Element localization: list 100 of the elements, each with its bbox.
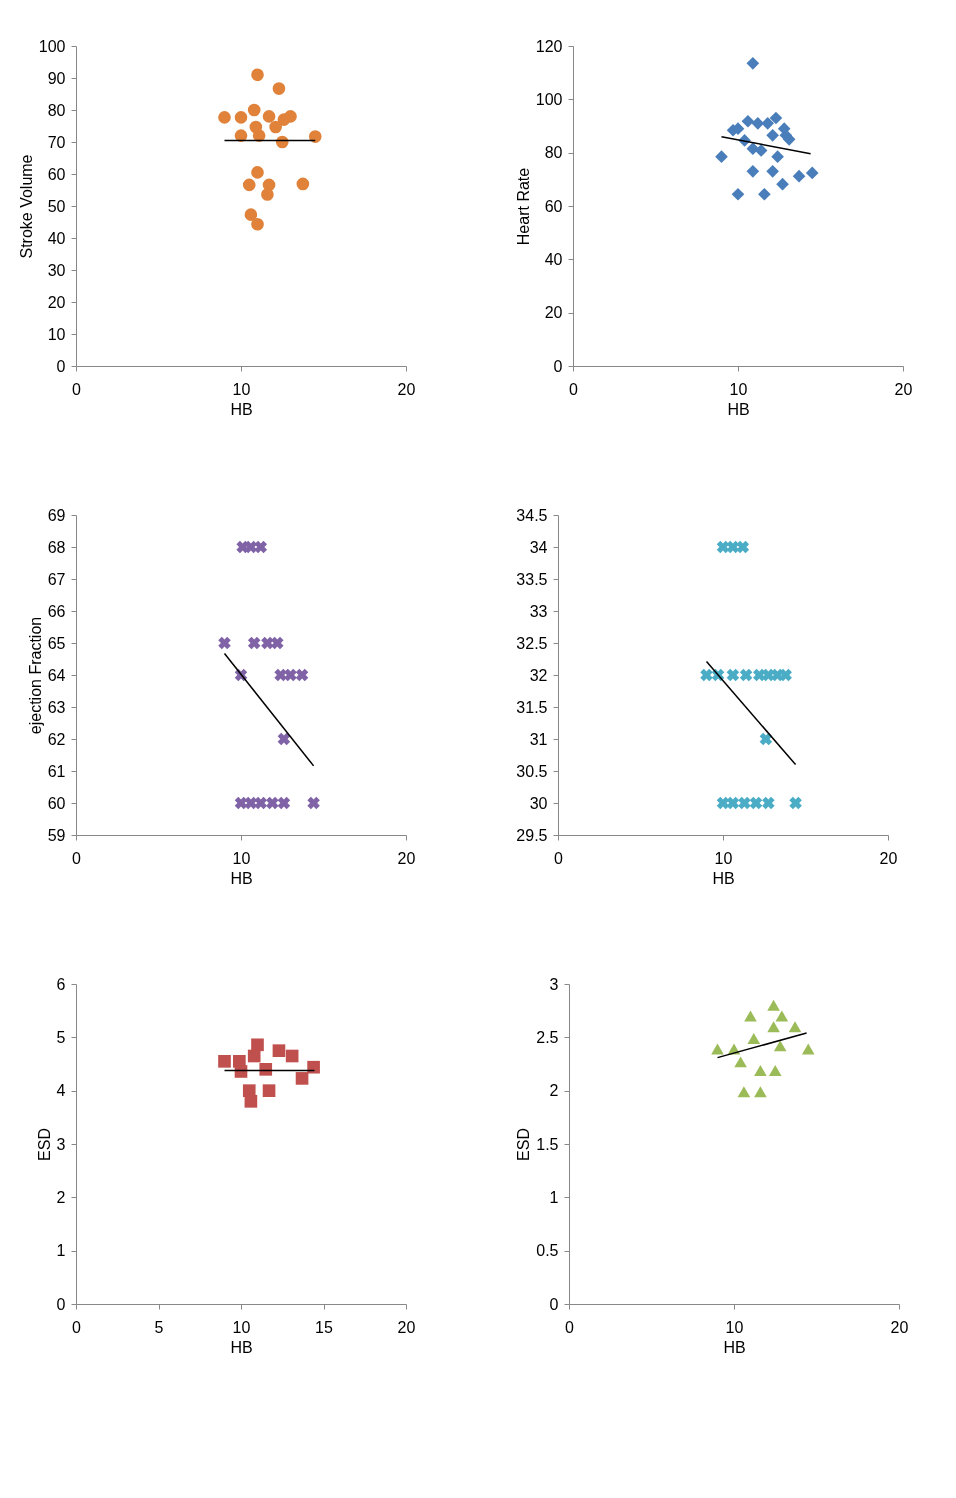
point: [749, 796, 763, 810]
point: [266, 796, 279, 810]
point: [284, 668, 297, 682]
point: [739, 668, 753, 682]
point: [746, 57, 760, 70]
x-axis-title: HB: [727, 400, 750, 418]
point: [272, 1044, 286, 1057]
x-tick-label: 5: [154, 1318, 164, 1336]
point: [285, 1049, 299, 1063]
y-tick-label: 60: [47, 165, 66, 183]
y-tick-label: 34: [529, 538, 548, 556]
point: [261, 188, 274, 201]
x-tick-label: 10: [725, 1318, 744, 1336]
y-tick-label: 69: [47, 506, 66, 524]
x-tick-label: 20: [397, 1318, 416, 1336]
x-axis-title: HB: [230, 869, 253, 887]
point: [769, 111, 783, 125]
point: [261, 636, 274, 650]
y-tick-label: 90: [47, 69, 66, 87]
y-tick-label: 34.5: [516, 506, 548, 524]
point: [715, 150, 728, 163]
point: [244, 208, 258, 221]
y-tick-label: 33: [529, 602, 548, 620]
point: [773, 1040, 787, 1052]
y-tick-label: 1: [549, 1188, 559, 1206]
x-tick-label: 0: [569, 380, 579, 398]
point: [259, 1063, 273, 1076]
x-tick-label: 20: [397, 380, 416, 398]
point: [759, 732, 773, 746]
point: [746, 165, 760, 178]
y-tick-label: 0: [56, 1295, 66, 1313]
x-tick-label: 10: [232, 380, 251, 398]
point: [295, 1072, 309, 1085]
point: [244, 796, 258, 810]
point: [779, 668, 792, 682]
point: [751, 117, 765, 130]
point: [744, 1010, 757, 1022]
x-tick-label: 10: [714, 849, 733, 867]
point: [726, 540, 740, 554]
point: [736, 540, 750, 554]
point: [295, 668, 309, 682]
point: [244, 540, 258, 554]
point: [234, 1065, 248, 1078]
x-axis-title: HB: [230, 400, 253, 418]
y-tick-label: 0: [549, 1295, 559, 1313]
x-tick-label: 20: [894, 380, 913, 398]
y-tick-label: 0.5: [536, 1242, 559, 1260]
y-tick-label: 50: [47, 197, 66, 215]
point: [726, 668, 740, 682]
y-tick-label: 66: [47, 602, 66, 620]
point: [234, 111, 248, 124]
point: [775, 1010, 789, 1022]
x-tick-label: 20: [890, 1318, 909, 1336]
point: [789, 796, 802, 810]
point: [307, 796, 320, 810]
point: [242, 178, 256, 192]
y-tick-label: 59: [47, 826, 66, 844]
point: [218, 111, 231, 124]
point: [758, 187, 771, 201]
x-tick-label: 20: [879, 849, 898, 867]
y-tick-label: 10: [47, 325, 66, 343]
point: [754, 1086, 767, 1098]
y-tick-label: 80: [47, 101, 66, 119]
point: [251, 166, 264, 179]
y-tick-label: 33.5: [516, 570, 548, 588]
point: [761, 117, 775, 130]
y-tick-label: 5: [56, 1028, 66, 1046]
point: [254, 540, 268, 554]
y-tick-label: 29.5: [516, 826, 548, 844]
point: [711, 1043, 724, 1055]
point: [218, 636, 231, 650]
y-tick-label: 68: [47, 538, 66, 556]
point: [251, 68, 264, 82]
point: [700, 668, 713, 682]
y-tick-label: 20: [47, 293, 66, 311]
y-axis-title: Heart Rate: [514, 167, 532, 246]
y-tick-label: 1: [56, 1242, 66, 1260]
x-axis-title: HB: [712, 869, 735, 887]
point: [766, 165, 779, 178]
y-axis-title: ESD: [35, 1128, 53, 1161]
y-tick-label: 63: [47, 698, 66, 716]
point: [771, 150, 784, 163]
y-tick-label: 6: [56, 975, 66, 993]
y-tick-label: 2: [56, 1188, 66, 1206]
point: [277, 732, 291, 746]
y-axis-title: ESD: [515, 1128, 533, 1161]
x-tick-label: 10: [232, 1318, 251, 1336]
point: [754, 1064, 767, 1076]
point: [734, 1056, 747, 1068]
point: [254, 796, 268, 810]
y-tick-label: 61: [47, 762, 66, 780]
point: [762, 796, 775, 810]
point: [277, 113, 291, 126]
point: [738, 796, 751, 810]
point: [272, 82, 286, 95]
point: [754, 144, 768, 157]
point: [247, 1049, 261, 1063]
point: [218, 1055, 231, 1068]
point: [768, 1064, 782, 1076]
point: [242, 1084, 256, 1097]
